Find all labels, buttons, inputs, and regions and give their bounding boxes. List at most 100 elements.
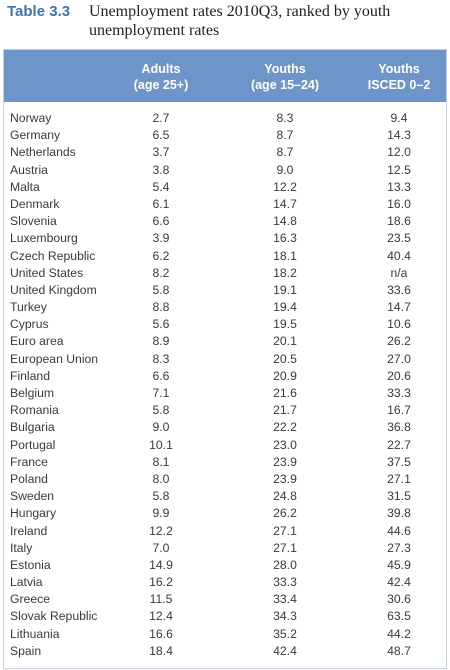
country-cell: Austria [10, 162, 48, 177]
youths-isced-rate-cell: 22.7 [387, 437, 411, 452]
adults-rate-cell: 8.3 [152, 351, 170, 366]
table-row: Poland 8.0 23.9 27.1 [4, 471, 446, 488]
youths-rate-cell: 14.8 [273, 214, 297, 229]
youths-rate-cell: 21.6 [273, 386, 297, 400]
adults-rate-cell: 11.5 [149, 592, 173, 607]
table-row: European Union 8.3 20.5 27.0 [4, 351, 446, 368]
country-cell: Greece [10, 592, 50, 607]
adults-rate-cell: 6.5 [152, 128, 170, 143]
youths-rate-cell: 19.5 [273, 317, 297, 332]
adults-rate-cell: 8.9 [152, 334, 170, 349]
table-title: Unemployment rates 2010Q3, ranked by you… [89, 3, 391, 39]
country-cell: Malta [10, 179, 40, 194]
table-header: Adults (age 25+) Youths (age 15–24) Yout… [4, 50, 446, 102]
table-row: Latvia 16.2 33.3 42.4 [4, 574, 446, 591]
table-row: Spain 18.4 42.4 48.7 [4, 643, 446, 660]
country-cell: Romania [10, 403, 59, 418]
country-cell: United Kingdom [10, 282, 97, 297]
youths-rate-cell: 16.3 [273, 231, 297, 246]
youths-rate-cell: 18.2 [273, 265, 297, 280]
youths-rate-cell: 9.0 [276, 162, 294, 177]
country-cell: Spain [10, 643, 42, 658]
adults-rate-cell: 8.1 [152, 454, 170, 469]
adults-rate-cell: 8.0 [152, 471, 170, 486]
youths-rate-cell: 22.2 [273, 420, 297, 435]
table-row: Greece 11.5 33.4 30.6 [4, 591, 446, 608]
youths-rate-cell: 42.4 [273, 643, 297, 658]
adults-rate-cell: 5.6 [152, 317, 170, 332]
adults-rate-cell: 9.0 [152, 420, 170, 435]
table-row: United Kingdom 5.8 19.1 33.6 [4, 282, 446, 299]
youths-isced-rate-cell: 12.5 [387, 162, 411, 177]
youths-rate-cell: 26.2 [273, 506, 297, 521]
youths-isced-rate-cell: 14.7 [387, 300, 411, 315]
country-cell: Poland [10, 471, 48, 486]
country-cell: Euro area [10, 334, 64, 349]
table-row: Belgium 7.1 21.6 33.3 [4, 385, 446, 402]
youths-isced-rate-cell: 45.9 [387, 557, 411, 572]
adults-rate-cell: 5.8 [152, 489, 170, 504]
youths-isced-rate-cell: 9.4 [390, 111, 408, 125]
youths-isced-rate-cell: 16.7 [387, 403, 411, 418]
youths-isced-rate-cell: 26.2 [387, 334, 411, 349]
youths-isced-rate-cell: 36.8 [387, 420, 411, 435]
youths-isced-rate-cell: 27.3 [387, 540, 411, 555]
adults-rate-cell: 2.7 [152, 111, 170, 125]
adults-rate-cell: 6.6 [152, 214, 170, 229]
data-table: Adults (age 25+) Youths (age 15–24) Yout… [3, 49, 447, 669]
youths-isced-rate-cell: 30.6 [387, 592, 411, 607]
adults-rate-cell: 3.9 [152, 231, 170, 246]
column-header-adults: Adults (age 25+) [133, 62, 189, 92]
country-cell: Estonia [10, 557, 51, 572]
country-cell: Netherlands [10, 145, 76, 160]
adults-rate-cell: 12.2 [149, 523, 173, 538]
table-row: Italy 7.0 27.1 27.3 [4, 540, 446, 557]
youths-isced-rate-cell: 13.3 [387, 179, 411, 194]
youths-rate-cell: 20.5 [273, 351, 297, 366]
youths-rate-cell: 20.9 [273, 368, 297, 383]
youths-isced-rate-cell: 42.4 [387, 575, 411, 590]
table-row: Luxembourg 3.9 16.3 23.5 [4, 230, 446, 247]
table-row: Czech Republic 6.2 18.1 40.4 [4, 248, 446, 265]
country-cell: Turkey [10, 300, 47, 315]
youths-rate-cell: 23.9 [273, 454, 297, 469]
table-row: Turkey 8.8 19.4 14.7 [4, 299, 446, 316]
country-cell: United States [10, 265, 84, 280]
adults-rate-cell: 3.8 [152, 162, 170, 177]
youths-isced-rate-cell: 48.7 [387, 643, 411, 658]
adults-rate-cell: 6.2 [152, 248, 170, 263]
country-cell: Czech Republic [10, 248, 96, 263]
country-cell: Sweden [10, 489, 55, 504]
adults-rate-cell: 5.8 [152, 403, 170, 418]
youths-rate-cell: 20.1 [273, 334, 297, 349]
youths-rate-cell: 14.7 [273, 196, 297, 211]
adults-rate-cell: 8.8 [152, 300, 170, 315]
youths-rate-cell: 19.4 [273, 300, 297, 315]
table-row: Germany 6.5 8.7 14.3 [4, 127, 446, 144]
youths-isced-rate-cell: 63.5 [387, 609, 411, 624]
youths-isced-rate-cell: 44.6 [387, 523, 411, 538]
adults-rate-cell: 7.1 [152, 386, 170, 400]
country-cell: Belgium [10, 386, 55, 400]
table-caption: Table 3.3 Unemployment rates 2010Q3, ran… [7, 2, 447, 44]
adults-rate-cell: 16.2 [149, 575, 173, 590]
country-cell: Hungary [10, 506, 57, 521]
country-cell: Germany [10, 128, 61, 143]
youths-isced-rate-cell: n/a [390, 265, 408, 280]
youths-isced-rate-cell: 14.3 [387, 128, 411, 143]
youths-rate-cell: 19.1 [273, 282, 297, 297]
country-cell: Bulgaria [10, 420, 55, 435]
table-row: Lithuania 16.6 35.2 44.2 [4, 626, 446, 643]
youths-isced-rate-cell: 20.6 [387, 368, 411, 383]
youths-rate-cell: 34.3 [273, 609, 297, 624]
table-row: United States 8.2 18.2 n/a [4, 265, 446, 282]
youths-isced-rate-cell: 40.4 [387, 248, 411, 263]
table-row: France 8.1 23.9 37.5 [4, 454, 446, 471]
column-header-youths: Youths (age 15–24) [250, 62, 320, 92]
table-row: Bulgaria 9.0 22.2 36.8 [4, 419, 446, 436]
youths-rate-cell: 21.7 [273, 403, 297, 418]
adults-rate-cell: 14.9 [149, 557, 173, 572]
adults-rate-cell: 12.4 [149, 609, 173, 624]
table-row: Slovak Republic 12.4 34.3 63.5 [4, 608, 446, 625]
